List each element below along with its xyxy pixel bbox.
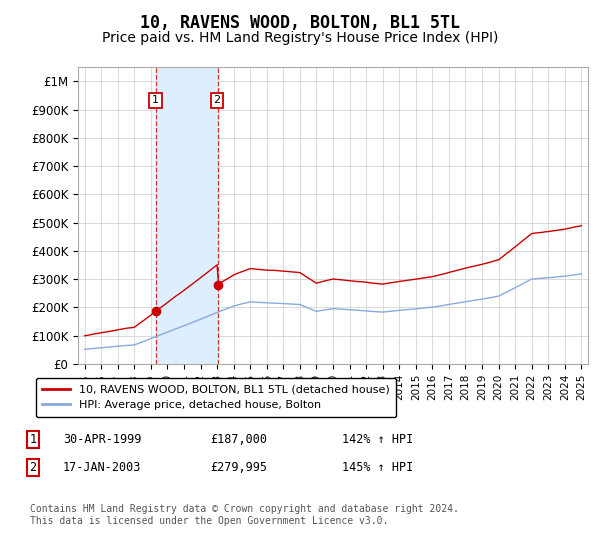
Text: Contains HM Land Registry data © Crown copyright and database right 2024.
This d: Contains HM Land Registry data © Crown c… (30, 504, 459, 526)
Text: 10, RAVENS WOOD, BOLTON, BL1 5TL: 10, RAVENS WOOD, BOLTON, BL1 5TL (140, 14, 460, 32)
Text: 142% ↑ HPI: 142% ↑ HPI (342, 433, 413, 446)
Text: 145% ↑ HPI: 145% ↑ HPI (342, 461, 413, 474)
Text: £187,000: £187,000 (210, 433, 267, 446)
Text: 2: 2 (29, 461, 37, 474)
Text: 17-JAN-2003: 17-JAN-2003 (63, 461, 142, 474)
Text: Price paid vs. HM Land Registry's House Price Index (HPI): Price paid vs. HM Land Registry's House … (102, 31, 498, 45)
Text: 1: 1 (152, 95, 159, 105)
Text: 1: 1 (29, 433, 37, 446)
Legend: 10, RAVENS WOOD, BOLTON, BL1 5TL (detached house), HPI: Average price, detached : 10, RAVENS WOOD, BOLTON, BL1 5TL (detach… (35, 378, 397, 417)
Text: £279,995: £279,995 (210, 461, 267, 474)
Text: 2: 2 (214, 95, 220, 105)
Text: 30-APR-1999: 30-APR-1999 (63, 433, 142, 446)
Bar (157, 67, 218, 364)
